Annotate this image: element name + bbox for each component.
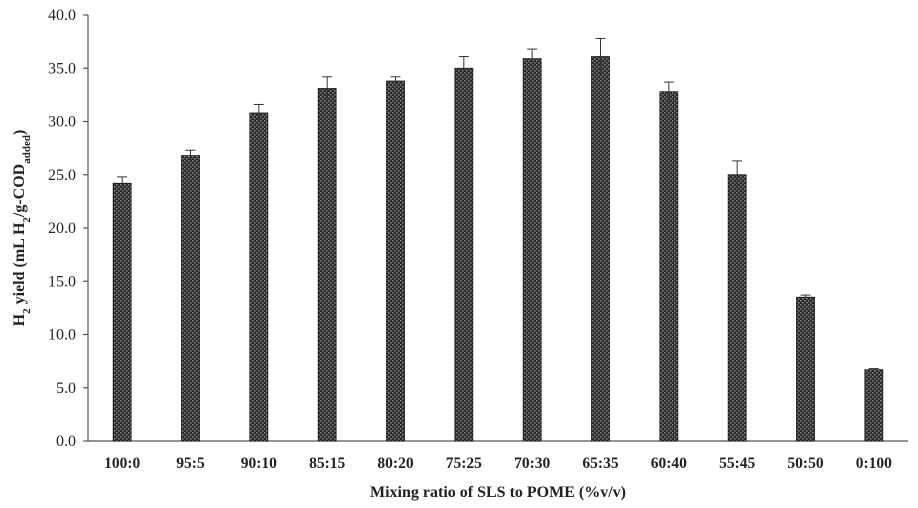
- error-bar: [117, 176, 128, 190]
- error-bar: [868, 368, 879, 371]
- error-bar: [185, 149, 196, 161]
- bar: [522, 58, 542, 442]
- y-tick-label: 15.0: [48, 273, 76, 290]
- bar: [864, 369, 884, 442]
- y-tick-label: 35.0: [48, 60, 76, 77]
- y-axis-title: H2 yield (mL H2/g-CODadded): [11, 130, 33, 327]
- y-tick-label: 25.0: [48, 167, 76, 184]
- error-bar: [595, 37, 606, 75]
- bar: [386, 80, 405, 442]
- error-bar: [458, 56, 469, 80]
- bar: [454, 67, 474, 442]
- bar: [659, 91, 679, 442]
- x-tick-label: 100:0: [104, 455, 140, 472]
- x-tick-label: 50:50: [787, 455, 823, 472]
- error-bars: [117, 37, 879, 371]
- error-bar: [800, 294, 811, 300]
- y-tick-label: 30.0: [48, 114, 76, 131]
- x-tick-label: 75:25: [446, 455, 482, 472]
- x-tick-label: 65:35: [582, 455, 618, 472]
- bar: [796, 296, 815, 442]
- y-tick-label: 0.0: [56, 433, 76, 450]
- x-axis-title: Mixing ratio of SLS to POME (%v/v): [370, 484, 626, 501]
- x-tick-label: 95:5: [176, 455, 205, 472]
- x-tick-label: 80:20: [377, 455, 413, 472]
- y-tick-label: 5.0: [56, 380, 76, 397]
- x-tick-label: 60:40: [651, 455, 687, 472]
- error-bar: [390, 76, 401, 86]
- bar: [727, 174, 747, 442]
- bars: [112, 56, 884, 442]
- error-bar: [732, 160, 743, 189]
- y-tick-label: 20.0: [48, 220, 76, 237]
- x-tick-label: 0:100: [856, 455, 892, 472]
- x-tick-label: 55:45: [719, 455, 755, 472]
- x-tick-label: 85:15: [309, 455, 345, 472]
- x-tick-label: 90:10: [241, 455, 277, 472]
- bar: [317, 88, 337, 442]
- bar: [112, 182, 132, 442]
- bar: [181, 155, 200, 442]
- error-bar: [322, 76, 333, 101]
- error-bar: [253, 103, 264, 122]
- y-tick-label: 10.0: [48, 327, 76, 344]
- x-axis: 100:0 95:5 90:10 85:15 80:20 75:25 70:30 65:35 6…: [88, 440, 908, 472]
- error-bar: [527, 48, 538, 69]
- x-tick-label: 70:30: [514, 455, 550, 472]
- error-bar: [663, 81, 674, 102]
- y-axis: 0.0 5.0 10.0 15.0 20.0 25.0 30.0 35.0 40.0: [48, 7, 89, 450]
- bar: [249, 112, 269, 442]
- y-tick-label: 40.0: [48, 7, 76, 24]
- bar: [591, 56, 610, 442]
